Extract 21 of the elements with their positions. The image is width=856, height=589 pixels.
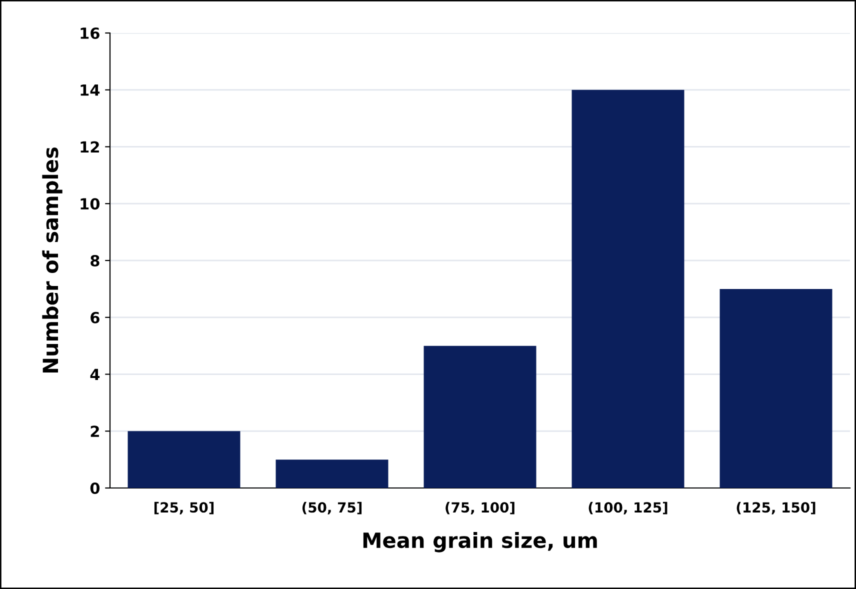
x-tick-label: [25, 50] bbox=[154, 502, 214, 514]
bar bbox=[720, 288, 832, 488]
bar bbox=[572, 90, 684, 488]
y-axis-title: Number of samples bbox=[42, 148, 62, 373]
y-tick-label: 2 bbox=[90, 426, 99, 437]
y-tick-label: 12 bbox=[80, 141, 99, 153]
bar bbox=[276, 460, 388, 488]
y-tick-label: 8 bbox=[90, 254, 100, 267]
x-tick-label: (100, 125] bbox=[588, 502, 668, 514]
x-tick-label: (50, 75] bbox=[302, 502, 362, 514]
y-tick-label: 6 bbox=[90, 312, 100, 324]
y-tick-label: 0 bbox=[90, 482, 100, 494]
x-tick-label: (75, 100] bbox=[446, 502, 514, 514]
y-tick-label: 10 bbox=[80, 198, 100, 210]
y-tick-label: 14 bbox=[80, 84, 100, 96]
y-tick-label: 4 bbox=[90, 368, 100, 380]
bar bbox=[424, 346, 536, 488]
x-axis-title: Mean grain size, um bbox=[363, 532, 597, 552]
bar bbox=[128, 431, 240, 488]
y-tick-label: 16 bbox=[80, 27, 100, 40]
x-tick-label: (125, 150] bbox=[736, 502, 816, 514]
